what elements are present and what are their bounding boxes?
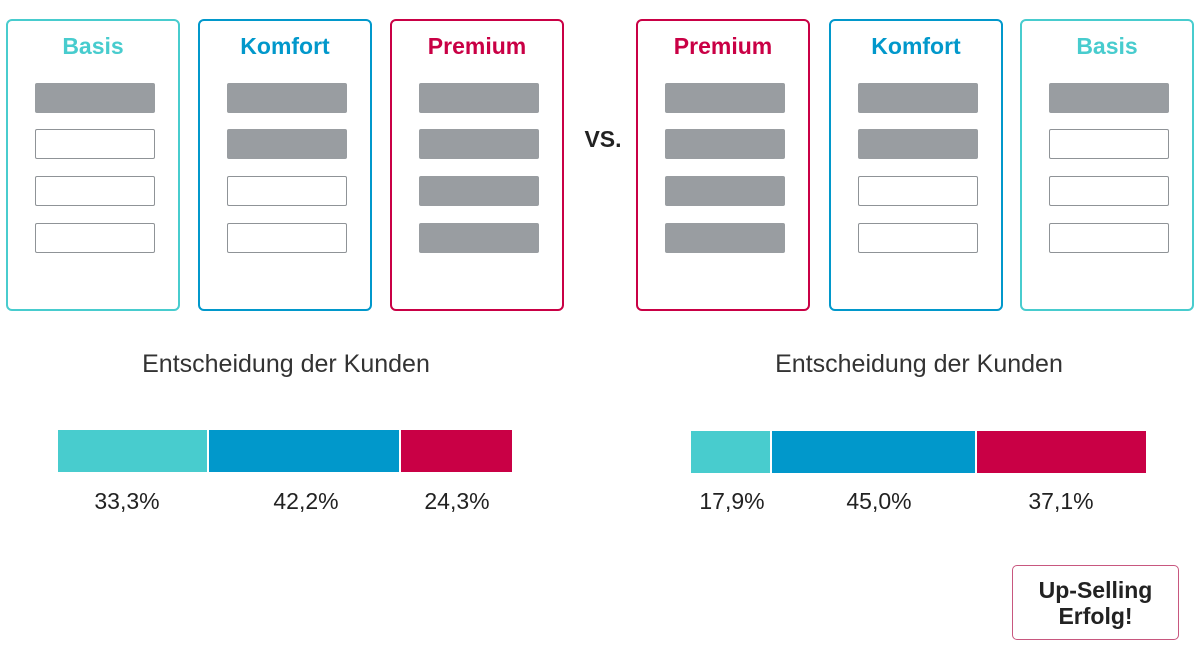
left-card-komfort: Komfort bbox=[198, 19, 372, 311]
left-share-label-basis: 33,3% bbox=[94, 488, 160, 514]
right-share-label-komfort: 45,0% bbox=[846, 488, 912, 514]
left-card-premium: Premium bbox=[390, 19, 564, 311]
feature-row bbox=[858, 176, 978, 206]
feature-row bbox=[35, 223, 155, 253]
left-card-komfort-title: Komfort bbox=[240, 33, 330, 59]
feature-row bbox=[227, 223, 347, 253]
right-card-komfort: Komfort bbox=[829, 19, 1003, 311]
left-card-basis: Basis bbox=[6, 19, 180, 311]
feature-row bbox=[419, 223, 539, 253]
feature-row bbox=[665, 223, 785, 253]
feature-row bbox=[419, 129, 539, 159]
callout-line-1: Up-Selling bbox=[1038, 576, 1153, 603]
feature-row bbox=[1049, 129, 1169, 159]
right-share-bar-komfort bbox=[772, 431, 976, 473]
left-share-bar-premium bbox=[401, 430, 512, 472]
feature-row bbox=[227, 83, 347, 113]
feature-row bbox=[35, 83, 155, 113]
right-card-basis-title: Basis bbox=[1076, 33, 1138, 59]
feature-row bbox=[227, 176, 347, 206]
left-share-bar-komfort bbox=[209, 430, 400, 472]
feature-row bbox=[1049, 176, 1169, 206]
feature-row bbox=[858, 129, 978, 159]
feature-row bbox=[419, 176, 539, 206]
feature-row bbox=[35, 129, 155, 159]
feature-row bbox=[1049, 83, 1169, 113]
left-card-basis-title: Basis bbox=[62, 33, 124, 59]
feature-row bbox=[858, 223, 978, 253]
right-share-label-basis: 17,9% bbox=[699, 488, 765, 514]
right-share-label-premium: 37,1% bbox=[1028, 488, 1094, 514]
feature-row bbox=[665, 129, 785, 159]
right-card-premium-title: Premium bbox=[673, 33, 773, 59]
vs-label: VS. bbox=[584, 126, 622, 152]
right-share-bar-basis bbox=[691, 431, 771, 473]
callout-line-2: Erfolg! bbox=[1058, 602, 1133, 629]
right-caption: Entscheidung der Kunden bbox=[775, 350, 1063, 378]
left-card-premium-title: Premium bbox=[427, 33, 527, 59]
right-card-basis: Basis bbox=[1020, 19, 1194, 311]
feature-row bbox=[858, 83, 978, 113]
feature-row bbox=[35, 176, 155, 206]
left-share-label-komfort: 42,2% bbox=[273, 488, 339, 514]
right-card-premium: Premium bbox=[636, 19, 810, 311]
right-card-komfort-title: Komfort bbox=[871, 33, 961, 59]
feature-row bbox=[665, 176, 785, 206]
left-caption: Entscheidung der Kunden bbox=[142, 350, 430, 378]
feature-row bbox=[665, 83, 785, 113]
right-share-bar-premium bbox=[977, 431, 1146, 473]
upselling-callout: Up-Selling Erfolg! bbox=[1012, 565, 1179, 640]
feature-row bbox=[227, 129, 347, 159]
left-share-label-premium: 24,3% bbox=[424, 488, 490, 514]
feature-row bbox=[1049, 223, 1169, 253]
left-share-bar-basis bbox=[58, 430, 208, 472]
feature-row bbox=[419, 83, 539, 113]
